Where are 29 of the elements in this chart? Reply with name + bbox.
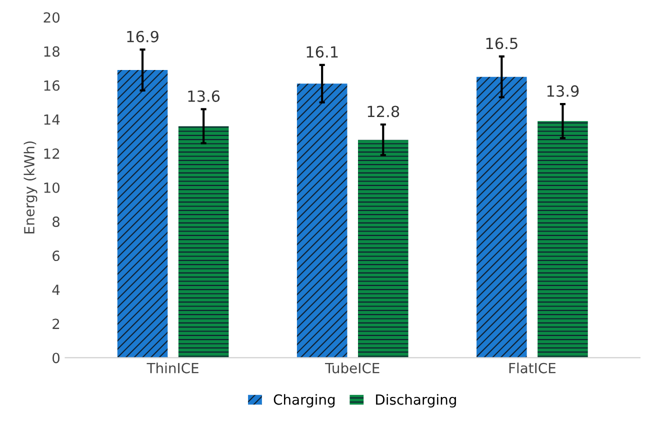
y-tick-label: 4 — [52, 284, 60, 295]
data-label: 16.5 — [486, 38, 518, 50]
data-label: 13.9 — [547, 85, 579, 97]
bar — [358, 140, 408, 358]
y-tick-label: 10 — [44, 182, 60, 193]
y-tick-label: 2 — [52, 318, 60, 329]
y-tick-label: 16 — [44, 80, 60, 91]
data-label: 12.8 — [368, 106, 400, 118]
bar — [476, 76, 527, 358]
bar — [117, 70, 168, 358]
y-tick-label: 12 — [44, 148, 60, 159]
data-label: 13.6 — [188, 90, 220, 102]
x-tick-label: ThinICE — [146, 362, 198, 374]
legend-label: Discharging — [376, 394, 456, 408]
y-tick-label: 6 — [52, 250, 60, 262]
bar — [296, 84, 348, 358]
legend-label: Charging — [274, 394, 335, 408]
x-tick-label: FlatICE — [509, 362, 556, 374]
y-tick-label: 0 — [52, 352, 60, 364]
data-label: 16.1 — [306, 46, 338, 58]
data-label: 16.9 — [127, 30, 158, 42]
y-tick-label: 20 — [44, 12, 60, 23]
y-tick-label: 18 — [44, 46, 60, 57]
y-tick-label: 14 — [44, 114, 60, 125]
bar — [538, 121, 588, 358]
y-axis-title: Energy (kWh) — [24, 141, 38, 234]
x-tick-label: TubeICE — [325, 362, 380, 374]
y-tick-label: 8 — [52, 216, 60, 228]
bar — [178, 126, 229, 358]
